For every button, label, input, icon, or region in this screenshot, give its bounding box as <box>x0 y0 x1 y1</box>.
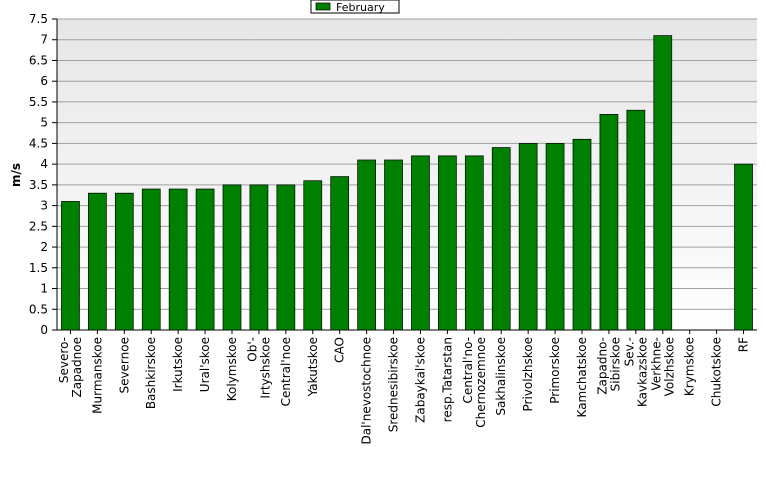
y-tick-label: 4.5 <box>29 136 48 150</box>
bar <box>734 163 753 331</box>
bar <box>303 180 323 331</box>
x-tick-label: Sakhalinskoe <box>494 337 508 416</box>
x-tick-label: Sev.-Kavkazskoe <box>622 337 649 407</box>
y-tick-label: 7.5 <box>29 12 48 26</box>
bar <box>464 155 484 331</box>
bar <box>114 192 134 331</box>
bar <box>195 188 215 331</box>
x-tick-label: Murmanskoe <box>90 337 104 414</box>
x-tick-label: Privolzhskoe <box>521 337 535 411</box>
y-tick-label: 0.5 <box>29 302 48 316</box>
bar <box>411 155 430 331</box>
x-tick-label: Severo-Zapadnoe <box>57 337 84 398</box>
x-tick-label: Kamchatskoe <box>575 337 589 417</box>
bar <box>249 184 269 331</box>
bar <box>61 201 80 331</box>
y-axis-label: m/s <box>9 163 23 187</box>
x-tick-label: Kolymskoe <box>225 337 239 401</box>
x-tick-label: Chukotskoe <box>710 337 724 407</box>
y-tick-label: 3 <box>40 199 48 213</box>
bar <box>572 138 592 331</box>
bar <box>599 114 619 331</box>
x-tick-label: Zabaykal'skoe <box>413 337 427 423</box>
y-tick-label: 5.5 <box>29 95 48 109</box>
x-tick-label: Zapadno-Sibirskoe <box>595 337 622 395</box>
y-tick-label: 5 <box>40 116 48 130</box>
bar <box>88 192 107 331</box>
x-tick-label: Krymskoe <box>683 337 697 396</box>
y-tick-label: 3.5 <box>29 178 48 192</box>
y-tick-label: 7 <box>40 33 48 47</box>
bar <box>222 184 242 331</box>
x-tick-label: Ural'skoe <box>198 337 212 392</box>
y-tick-label: 1 <box>40 282 48 296</box>
bar <box>330 176 350 331</box>
bar <box>384 159 403 331</box>
y-tick-label: 6.5 <box>29 53 48 67</box>
x-tick-label: resp.Tatarstan <box>440 337 454 422</box>
bar <box>168 188 188 331</box>
x-tick-label: Irkutskoe <box>171 337 185 392</box>
x-tick-label: Yakutskoe <box>306 337 320 397</box>
x-tick-label: Ob'-Irtyshskoe <box>245 337 272 399</box>
y-tick-label: 1.5 <box>29 261 48 275</box>
y-tick-label: 2.5 <box>29 219 48 233</box>
y-tick-label: 6 <box>40 74 48 88</box>
legend-label: February <box>336 1 385 14</box>
x-tick-label: Severnoe <box>117 337 131 394</box>
legend-swatch <box>315 2 331 11</box>
x-tick-label: Srednesibirskoe <box>387 337 401 432</box>
y-tick-label: 2 <box>40 240 48 254</box>
x-tick-label: Dal'nevostochnoe <box>360 337 374 445</box>
bar <box>653 35 673 331</box>
bar <box>545 143 565 331</box>
legend-box <box>310 0 400 14</box>
bar <box>276 184 296 331</box>
x-tick-label: RF <box>737 337 751 352</box>
x-tick-label: Verkhne-Volzhskoe <box>649 337 676 396</box>
x-tick-label: Central'noe <box>279 337 293 406</box>
x-tick-label: Primorskoe <box>548 337 562 404</box>
x-tick-label: Bashkirskoe <box>144 337 158 409</box>
plot-area <box>57 19 757 330</box>
bar <box>518 143 538 331</box>
y-tick-label: 4 <box>40 157 48 171</box>
bar <box>491 147 511 331</box>
y-tick-label: 0 <box>40 323 48 337</box>
x-tick-label: Central'no-Chernozemnoe <box>461 337 488 428</box>
bar <box>626 109 646 331</box>
x-tick-label: CAO <box>333 337 347 363</box>
bar <box>438 155 457 331</box>
bar <box>357 159 376 331</box>
bar <box>141 188 161 331</box>
